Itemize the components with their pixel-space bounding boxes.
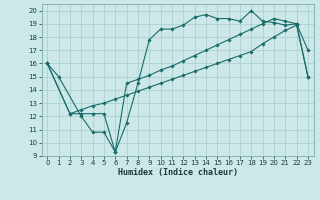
X-axis label: Humidex (Indice chaleur): Humidex (Indice chaleur): [118, 168, 237, 177]
